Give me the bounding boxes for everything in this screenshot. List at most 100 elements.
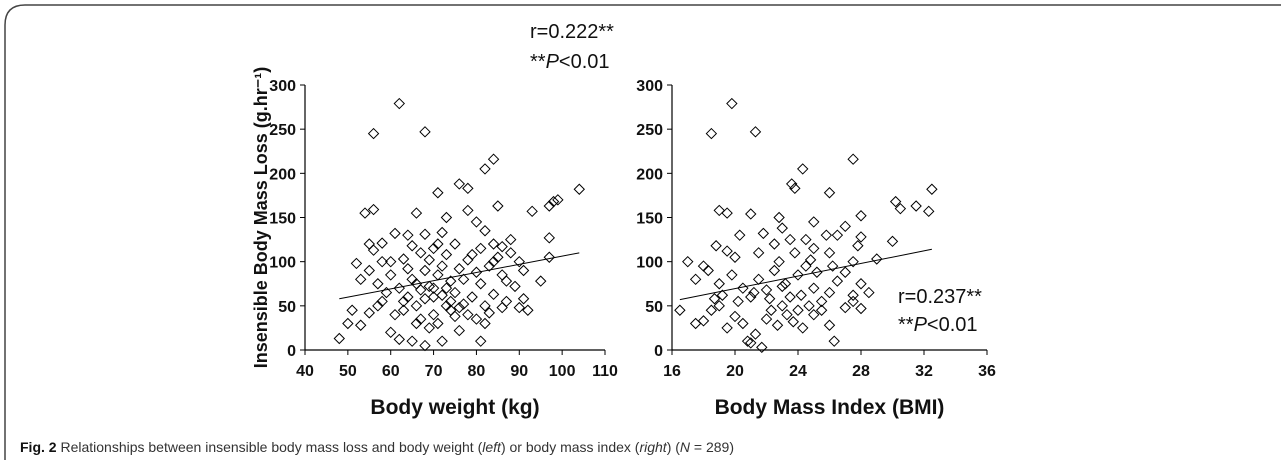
data-point [453,178,465,190]
data-point [847,289,859,301]
data-point [535,275,547,287]
x-axis-title: Body weight (kg) [370,396,539,419]
data-point [682,255,694,268]
data-point [543,251,555,263]
data-point [797,163,809,175]
data-point [729,310,741,323]
data-point [475,242,487,255]
data-point [453,324,465,337]
data-point [462,182,474,195]
x-tick-label: 24 [789,363,807,380]
data-point [445,275,457,287]
data-point [789,247,801,259]
data-point [505,233,517,246]
data-point [689,273,702,286]
data-point [419,228,431,240]
data-point [436,260,448,272]
data-point [552,194,564,206]
data-point [847,295,859,308]
data-point [894,202,907,215]
data-point [823,187,836,199]
data-point [393,333,405,346]
annotation-part: <0.01 [559,51,610,73]
x-tick-label: 40 [296,363,314,380]
data-point [674,304,686,316]
data-point [333,332,345,345]
data-point [363,264,375,277]
data-point [389,308,401,321]
data-point [462,204,474,217]
data-point [513,255,525,268]
data-point [406,335,418,347]
data-point [702,264,714,277]
data-point [713,300,725,312]
data-point [457,273,470,286]
data-point [721,245,733,257]
data-point [726,269,738,281]
data-point [393,97,405,110]
trend-line [679,248,932,301]
data-point [710,240,722,252]
trend-line [339,252,580,300]
data-point [713,204,725,217]
data-point [926,183,938,195]
data-point [839,301,851,314]
data-point [815,295,828,308]
data-point [423,254,435,266]
data-point [855,210,867,222]
data-point [479,163,491,175]
data-point [847,153,859,165]
x-tick-label: 50 [339,363,357,380]
data-point [410,207,423,219]
data-point [839,220,851,233]
x-tick-label: 16 [663,363,681,380]
y-tick-label: 300 [636,78,663,95]
data-point [432,317,444,330]
y-tick-label: 200 [269,166,296,183]
x-tick-label: 60 [382,363,400,380]
x-tick-label: 28 [852,363,870,380]
data-point [342,317,354,330]
data-point [855,231,867,243]
data-point [496,269,508,281]
data-point [419,293,431,305]
data-point [737,317,749,330]
y-tick-label: 250 [636,122,663,139]
data-point [496,301,508,314]
data-point [886,235,899,248]
data-point [855,302,867,315]
data-point [487,288,500,301]
x-tick-label: 32 [915,363,933,380]
data-point [402,229,414,241]
data-point [470,216,483,228]
data-point [415,247,427,259]
annotation-part: ** [530,51,546,73]
data-point [804,254,817,266]
y-tick-label: 0 [287,343,296,360]
data-point [697,315,710,327]
annotation-part: ** [898,314,914,336]
y-tick-label: 300 [269,78,296,95]
data-point [385,326,397,339]
x-axis-title: Body Mass Index (BMI) [715,396,945,419]
data-point [768,264,781,277]
data-point [475,278,487,290]
data-point [427,308,440,321]
data-point [526,205,538,218]
caption-text: right [639,439,667,455]
data-point [449,238,461,250]
data-point [800,233,812,246]
data-point [522,304,534,316]
data-point [479,225,491,237]
data-point [543,232,555,244]
data-point [487,238,500,250]
data-point [415,313,427,325]
data-point [823,286,836,299]
x-tick-label: 80 [468,363,486,380]
data-point [776,222,788,234]
data-point [402,263,414,275]
annotation-part: P [546,51,560,73]
y-axis-title: Insensible Body Mass Loss (g.hr⁻¹) [251,67,271,369]
